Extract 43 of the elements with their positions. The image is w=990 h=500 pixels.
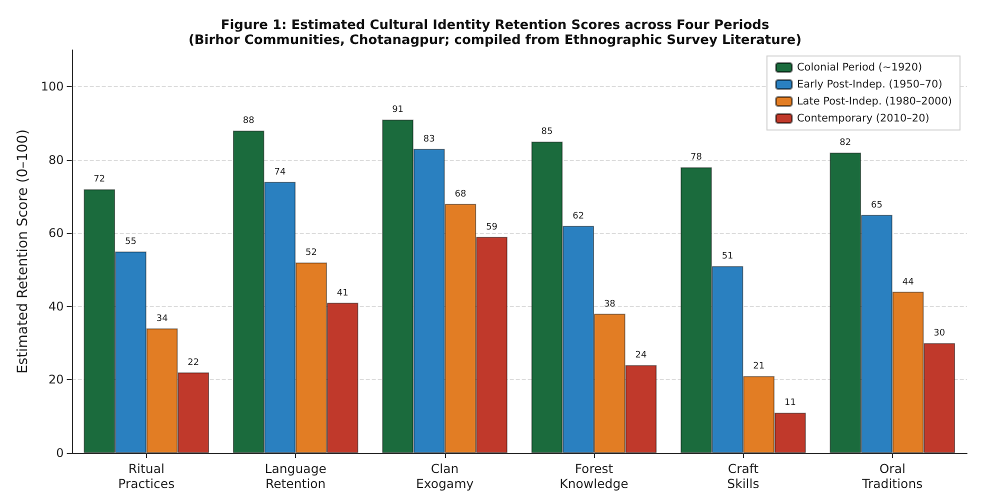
data-label: 82: [840, 138, 852, 148]
data-label: 41: [336, 288, 348, 298]
data-label: 34: [156, 314, 168, 324]
chart-subtitle: (Birhor Communities, Chotanagpur; compiled from Ethnographic Survey Literature): [188, 33, 802, 48]
data-label: 44: [902, 277, 914, 288]
chart-title: Figure 1: Estimated Cultural Identity Retention Scores across Four Periods: [220, 18, 770, 33]
x-tick-label: Language Retention: [264, 461, 327, 491]
x-tick-label: Oral Traditions: [861, 461, 923, 491]
data-label: 30: [934, 328, 946, 339]
data-label: 24: [635, 350, 647, 361]
data-label: 55: [125, 237, 136, 247]
data-label: 74: [274, 167, 286, 178]
x-tick-label: Craft Skills: [727, 461, 760, 491]
y-axis-title: Estimated Retention Score (0–100): [15, 129, 31, 374]
data-label: 68: [454, 189, 466, 200]
data-label: 59: [486, 222, 498, 232]
legend-label: Contemporary (2010–20): [796, 112, 930, 124]
data-label: 65: [871, 200, 882, 210]
data-label: 78: [690, 152, 702, 163]
legend-label: Early Post-Indep. (1950–70): [796, 78, 942, 90]
data-label: 51: [722, 252, 734, 262]
data-label: 72: [94, 174, 106, 185]
y-tick-label: 20: [48, 372, 64, 387]
data-label: 21: [753, 362, 765, 372]
data-label: 22: [188, 358, 200, 368]
data-label: 88: [242, 116, 255, 126]
y-tick-label: 0: [56, 446, 64, 460]
x-tick-label: Forest Knowledge: [560, 461, 629, 491]
data-label: 83: [423, 134, 435, 144]
y-tick-label: 80: [48, 152, 64, 167]
data-label: 52: [306, 248, 317, 258]
data-label: 11: [784, 398, 796, 408]
y-tick-label: 60: [48, 226, 64, 240]
y-tick-label: 40: [48, 299, 64, 314]
legend-label: Late Post-Indep. (1980–2000): [796, 96, 952, 108]
data-label: 91: [392, 105, 404, 116]
data-label: 85: [541, 127, 553, 138]
legend-label: Colonial Period (~1920): [796, 62, 922, 74]
y-tick-label: 100: [40, 80, 64, 94]
data-label: 38: [604, 299, 616, 310]
x-tick-label: Ritual Practices: [118, 461, 175, 491]
x-tick-label: Clan Exogamy: [416, 461, 474, 491]
data-label: 62: [572, 211, 584, 222]
